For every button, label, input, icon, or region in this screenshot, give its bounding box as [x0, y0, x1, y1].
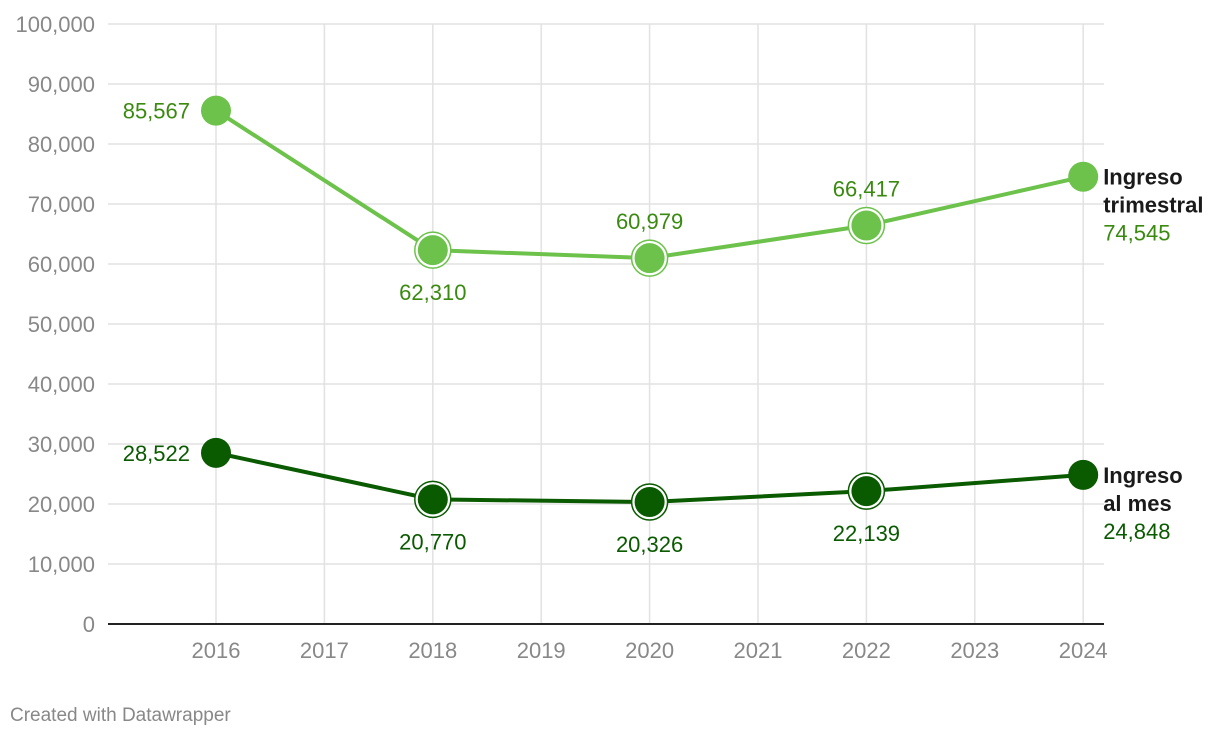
- line-chart: 0 10,000 20,000 30,000 40,000 50,000 60,000 70,…: [15, 12, 1204, 663]
- datawrapper-credit: Created with Datawrapper: [10, 705, 231, 726]
- series-name-label: Ingreso: [1103, 463, 1182, 488]
- data-label: 85,567: [123, 99, 190, 124]
- data-point: [201, 95, 231, 126]
- x-tick-label: 2018: [408, 638, 457, 663]
- series: [201, 95, 1099, 521]
- data-label: 74,545: [1103, 221, 1170, 246]
- series-name-label: al mes: [1103, 491, 1172, 516]
- data-point: [634, 243, 665, 274]
- grid: [108, 23, 1104, 624]
- data-point: [634, 487, 665, 518]
- data-label: 20,770: [399, 529, 466, 554]
- y-tick-label: 30,000: [28, 432, 95, 457]
- y-tick-label: 50,000: [28, 312, 95, 337]
- data-label: 60,979: [616, 209, 683, 234]
- x-tick-label: 2016: [192, 638, 241, 663]
- data-label: 22,139: [833, 521, 900, 546]
- y-tick-label: 10,000: [28, 552, 95, 577]
- y-tick-label: 80,000: [28, 132, 95, 157]
- data-label: 28,522: [123, 441, 190, 466]
- x-tick-label: 2023: [950, 638, 999, 663]
- y-tick-label: 60,000: [28, 252, 95, 277]
- series-name-label: trimestral: [1103, 193, 1203, 218]
- data-point: [417, 235, 448, 266]
- data-labels: 85,567 62,310 60,979 66,417 Ingreso trimestra…: [123, 99, 1204, 557]
- y-tick-label: 40,000: [28, 372, 95, 397]
- data-point: [417, 484, 448, 515]
- y-tick-label: 100,000: [15, 12, 95, 37]
- data-point: [851, 210, 882, 241]
- axes: 0 10,000 20,000 30,000 40,000 50,000 60,000 70,…: [15, 12, 1107, 663]
- x-tick-label: 2017: [300, 638, 349, 663]
- x-tick-label: 2020: [625, 638, 674, 663]
- y-tick-label: 70,000: [28, 192, 95, 217]
- data-point: [1068, 161, 1099, 192]
- series-name-label: Ingreso: [1103, 165, 1182, 190]
- y-tick-label: 90,000: [28, 72, 95, 97]
- x-tick-label: 2024: [1059, 638, 1108, 663]
- data-label: 62,310: [399, 280, 466, 305]
- data-label: 66,417: [833, 176, 900, 201]
- data-label: 24,848: [1103, 519, 1170, 544]
- y-tick-label: 0: [83, 612, 95, 637]
- data-label: 20,326: [616, 532, 683, 557]
- y-tick-label: 20,000: [28, 492, 95, 517]
- data-point: [201, 437, 231, 468]
- data-point: [1068, 459, 1099, 490]
- data-point: [851, 476, 882, 507]
- x-tick-label: 2019: [517, 638, 566, 663]
- x-tick-label: 2021: [734, 638, 783, 663]
- x-tick-label: 2022: [842, 638, 891, 663]
